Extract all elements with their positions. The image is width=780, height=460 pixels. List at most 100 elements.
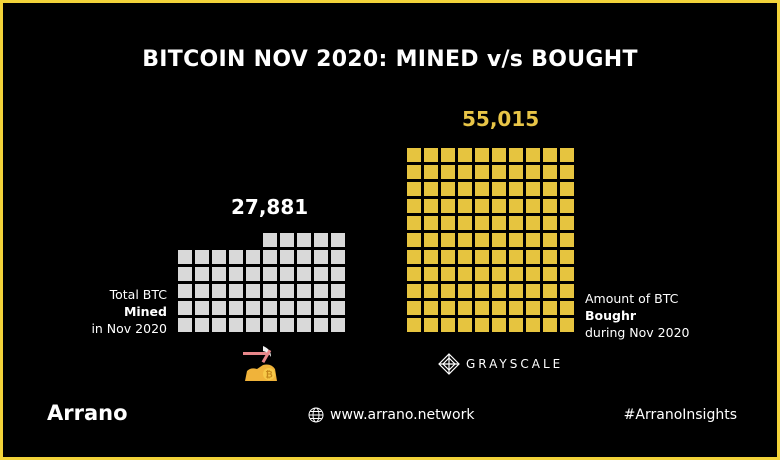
bought-waffle-cell: [407, 250, 421, 264]
mined-waffle-cell: [195, 284, 209, 298]
mined-description-line1: Total BTC: [109, 287, 167, 302]
bought-waffle-cell: [475, 199, 489, 213]
bought-waffle-cell: [492, 148, 506, 162]
bought-waffle-cell: [458, 165, 472, 179]
mined-waffle-cell: [263, 284, 277, 298]
bought-description: Amount of BTC Boughr during Nov 2020: [585, 290, 689, 341]
mined-waffle-cell: [178, 250, 192, 264]
bought-waffle-cell: [458, 301, 472, 315]
bought-waffle-cell: [475, 148, 489, 162]
mined-waffle-cell: [229, 250, 243, 264]
bought-waffle-cell: [526, 233, 540, 247]
bought-waffle-cell: [492, 165, 506, 179]
arrano-brand: Arrano: [47, 401, 128, 425]
mined-waffle-cell: [195, 250, 209, 264]
bought-waffle-cell: [458, 267, 472, 281]
bought-waffle-cell: [526, 284, 540, 298]
bought-waffle-cell: [407, 216, 421, 230]
bought-waffle-cell: [458, 216, 472, 230]
mined-waffle-cell: [178, 318, 192, 332]
mined-waffle-cell: [212, 284, 226, 298]
bought-waffle-cell: [492, 216, 506, 230]
bought-waffle-cell: [424, 250, 438, 264]
bought-waffle-cell: [492, 318, 506, 332]
bought-waffle-cell: [509, 199, 523, 213]
bought-waffle-grid: [407, 148, 577, 335]
mined-waffle-cell: [229, 267, 243, 281]
mined-waffle-cell: [263, 250, 277, 264]
bought-waffle-cell: [560, 267, 574, 281]
bought-value-label: 55,015: [462, 107, 540, 131]
website-link[interactable]: www.arrano.network: [308, 407, 474, 423]
bought-waffle-cell: [492, 199, 506, 213]
bought-waffle-cell: [441, 233, 455, 247]
bought-waffle-cell: [424, 148, 438, 162]
bought-waffle-cell: [526, 301, 540, 315]
bought-waffle-cell: [441, 318, 455, 332]
mined-waffle-cell: [263, 318, 277, 332]
bought-waffle-cell: [407, 301, 421, 315]
bought-waffle-cell: [509, 301, 523, 315]
bought-waffle-cell: [475, 165, 489, 179]
bought-waffle-cell: [441, 199, 455, 213]
bought-waffle-cell: [458, 148, 472, 162]
bought-waffle-cell: [526, 318, 540, 332]
bought-waffle-cell: [424, 199, 438, 213]
bought-waffle-cell: [475, 267, 489, 281]
bought-waffle-cell: [441, 301, 455, 315]
bought-waffle-cell: [543, 182, 557, 196]
bought-waffle-cell: [526, 148, 540, 162]
bought-waffle-cell: [492, 182, 506, 196]
bought-waffle-cell: [543, 216, 557, 230]
mined-waffle-cell: [229, 318, 243, 332]
mined-waffle-grid: [178, 233, 348, 335]
bought-waffle-cell: [424, 216, 438, 230]
mined-waffle-cell: [178, 267, 192, 281]
bought-waffle-cell: [560, 318, 574, 332]
mined-waffle-cell: [297, 284, 311, 298]
bought-waffle-cell: [458, 233, 472, 247]
bought-waffle-cell: [441, 182, 455, 196]
bought-waffle-cell: [526, 182, 540, 196]
bought-waffle-cell: [509, 148, 523, 162]
bought-waffle-cell: [424, 301, 438, 315]
bought-waffle-cell: [509, 165, 523, 179]
mined-waffle-cell: [314, 284, 328, 298]
mined-waffle-cell: [280, 301, 294, 315]
mined-waffle-cell: [297, 301, 311, 315]
mined-waffle-cell: [314, 250, 328, 264]
mined-description: Total BTC Mined in Nov 2020: [91, 286, 167, 337]
mined-waffle-cell: [280, 250, 294, 264]
bought-waffle-cell: [441, 284, 455, 298]
bought-waffle-cell: [441, 216, 455, 230]
bought-waffle-cell: [526, 216, 540, 230]
bought-waffle-cell: [407, 318, 421, 332]
mined-waffle-cell: [331, 318, 345, 332]
mined-waffle-cell: [212, 318, 226, 332]
bought-waffle-cell: [407, 284, 421, 298]
mined-waffle-cell: [195, 267, 209, 281]
mined-waffle-cell: [178, 284, 192, 298]
bought-waffle-cell: [424, 318, 438, 332]
bought-waffle-cell: [458, 284, 472, 298]
bought-waffle-cell: [407, 267, 421, 281]
mined-waffle-cell: [195, 301, 209, 315]
bought-waffle-cell: [441, 250, 455, 264]
website-text: www.arrano.network: [330, 407, 475, 423]
mined-waffle-cell: [314, 318, 328, 332]
mined-description-line2: Mined: [123, 304, 167, 319]
bought-waffle-cell: [509, 182, 523, 196]
bought-waffle-cell: [407, 199, 421, 213]
mined-waffle-cell: [331, 250, 345, 264]
hashtag: #ArranoInsights: [623, 407, 737, 423]
bought-waffle-cell: [475, 301, 489, 315]
mined-waffle-cell: [331, 267, 345, 281]
grayscale-logo-icon: [438, 353, 460, 375]
bought-waffle-cell: [475, 250, 489, 264]
mined-waffle-cell: [331, 284, 345, 298]
svg-text:₿: ₿: [265, 370, 272, 381]
bought-waffle-cell: [560, 216, 574, 230]
mined-waffle-cell: [297, 233, 311, 247]
bought-waffle-cell: [492, 284, 506, 298]
mined-waffle-cell: [263, 233, 277, 247]
